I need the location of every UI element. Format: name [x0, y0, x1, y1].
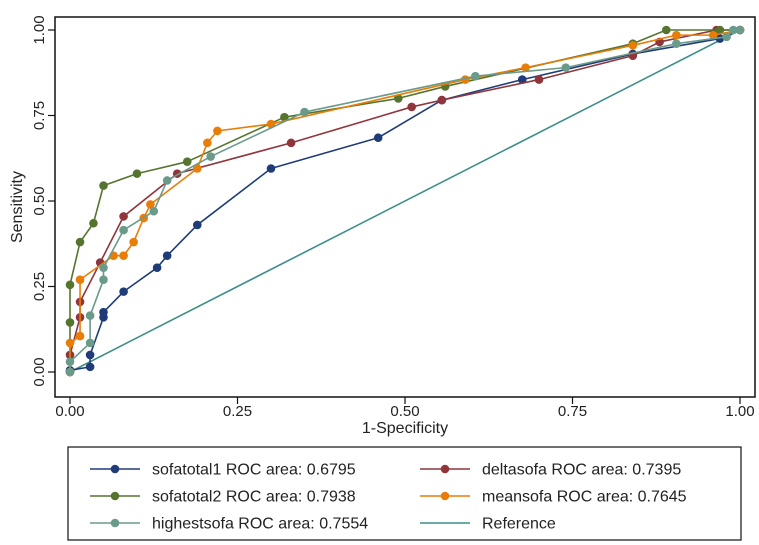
- data-point: [715, 25, 725, 35]
- data-point: [75, 237, 85, 247]
- data-point: [300, 107, 309, 117]
- legend-item: sofatotal1 ROC area: 0.6795: [90, 462, 356, 479]
- legend-item: meansofa ROC area: 0.7645: [420, 489, 687, 506]
- legend-item: Reference: [420, 516, 556, 533]
- data-point: [213, 126, 222, 136]
- data-point: [89, 218, 98, 228]
- data-point: [708, 30, 718, 40]
- data-point: [152, 263, 162, 272]
- data-point: [203, 138, 212, 148]
- series-3: [65, 25, 745, 377]
- data-point: [662, 25, 671, 35]
- legend-item: highestsofa ROC area: 0.7554: [90, 516, 368, 533]
- data-point: [119, 212, 128, 221]
- series-5: [69, 29, 741, 373]
- data-point: [65, 357, 75, 367]
- data-point: [85, 338, 95, 348]
- y-axis-title: Sensitivity: [9, 171, 26, 243]
- data-point: [149, 206, 159, 216]
- data-point: [407, 102, 417, 112]
- y-tick-label: 0.25: [31, 272, 48, 301]
- data-point: [286, 138, 296, 148]
- legend-swatch-marker: [440, 491, 450, 501]
- data-point: [99, 263, 108, 272]
- legend-label: sofatotal1 ROC area: 0.6795: [152, 462, 356, 479]
- legend-label: meansofa ROC area: 0.7645: [482, 489, 687, 506]
- legend: sofatotal1 ROC area: 0.6795 deltasofa ROC…: [90, 462, 687, 533]
- series-4: [65, 25, 745, 377]
- x-tick-label: 0.50: [390, 403, 419, 420]
- data-point: [162, 176, 172, 185]
- x-tick-label: 0.00: [55, 403, 84, 420]
- data-point: [65, 318, 75, 327]
- x-tick-label: 0.25: [223, 403, 252, 420]
- data-point: [517, 75, 527, 84]
- series-line: [69, 29, 741, 373]
- data-point: [85, 350, 95, 360]
- axes: 0.00 0.25 0.50 0.75 1.00 0.00 0.25 0.50 0.75 1.00: [31, 15, 755, 420]
- data-point: [266, 164, 276, 173]
- legend-label: Reference: [482, 516, 556, 533]
- legend-label: highestsofa ROC area: 0.7554: [152, 516, 368, 533]
- data-point: [280, 112, 289, 122]
- legend-swatch-marker: [440, 464, 450, 474]
- data-point: [119, 287, 128, 296]
- y-tick-label: 0.00: [31, 357, 48, 386]
- y-tick-label: 0.75: [31, 101, 48, 130]
- data-point: [65, 367, 75, 377]
- legend-label: deltasofa ROC area: 0.7395: [482, 462, 681, 479]
- data-point: [534, 75, 544, 84]
- x-tick-label: 1.00: [725, 403, 754, 420]
- legend-item: sofatotal2 ROC area: 0.7938: [90, 489, 356, 506]
- data-point: [672, 39, 681, 48]
- data-point: [99, 275, 108, 284]
- data-point: [65, 280, 75, 290]
- legend-swatch-marker: [110, 491, 120, 501]
- data-point: [146, 200, 155, 209]
- data-point: [729, 25, 738, 35]
- data-point: [162, 251, 172, 261]
- legend-swatch-marker: [110, 464, 120, 474]
- data-point: [628, 41, 638, 50]
- x-tick-label: 0.75: [558, 403, 587, 420]
- data-point: [75, 275, 85, 284]
- legend-swatch-marker: [110, 518, 120, 528]
- data-point: [521, 63, 530, 72]
- data-point: [85, 311, 95, 320]
- series-layer: [65, 25, 745, 377]
- data-point: [129, 237, 138, 247]
- data-point: [735, 25, 745, 35]
- data-point: [437, 95, 447, 105]
- data-point: [119, 251, 128, 261]
- data-point: [672, 30, 681, 40]
- data-point: [99, 307, 108, 317]
- data-point: [182, 157, 192, 166]
- data-point: [193, 220, 202, 230]
- data-point: [206, 152, 215, 161]
- data-point: [394, 94, 403, 103]
- y-tick-label: 1.00: [31, 15, 48, 44]
- data-point: [471, 71, 480, 81]
- data-point: [722, 32, 731, 42]
- legend-box: [67, 446, 742, 541]
- data-point: [119, 225, 128, 235]
- plot-frame: [54, 16, 756, 398]
- data-point: [75, 331, 85, 341]
- legend-label: sofatotal2 ROC area: 0.7938: [152, 489, 356, 506]
- data-point: [99, 181, 108, 190]
- data-point: [65, 338, 75, 348]
- x-axis-title: 1-Specificity: [362, 420, 448, 437]
- data-point: [373, 133, 383, 143]
- y-tick-label: 0.50: [31, 186, 48, 215]
- data-point: [561, 63, 571, 72]
- data-point: [85, 362, 95, 372]
- data-point: [193, 164, 202, 173]
- data-point: [132, 169, 142, 178]
- legend-item: deltasofa ROC area: 0.7395: [420, 462, 681, 479]
